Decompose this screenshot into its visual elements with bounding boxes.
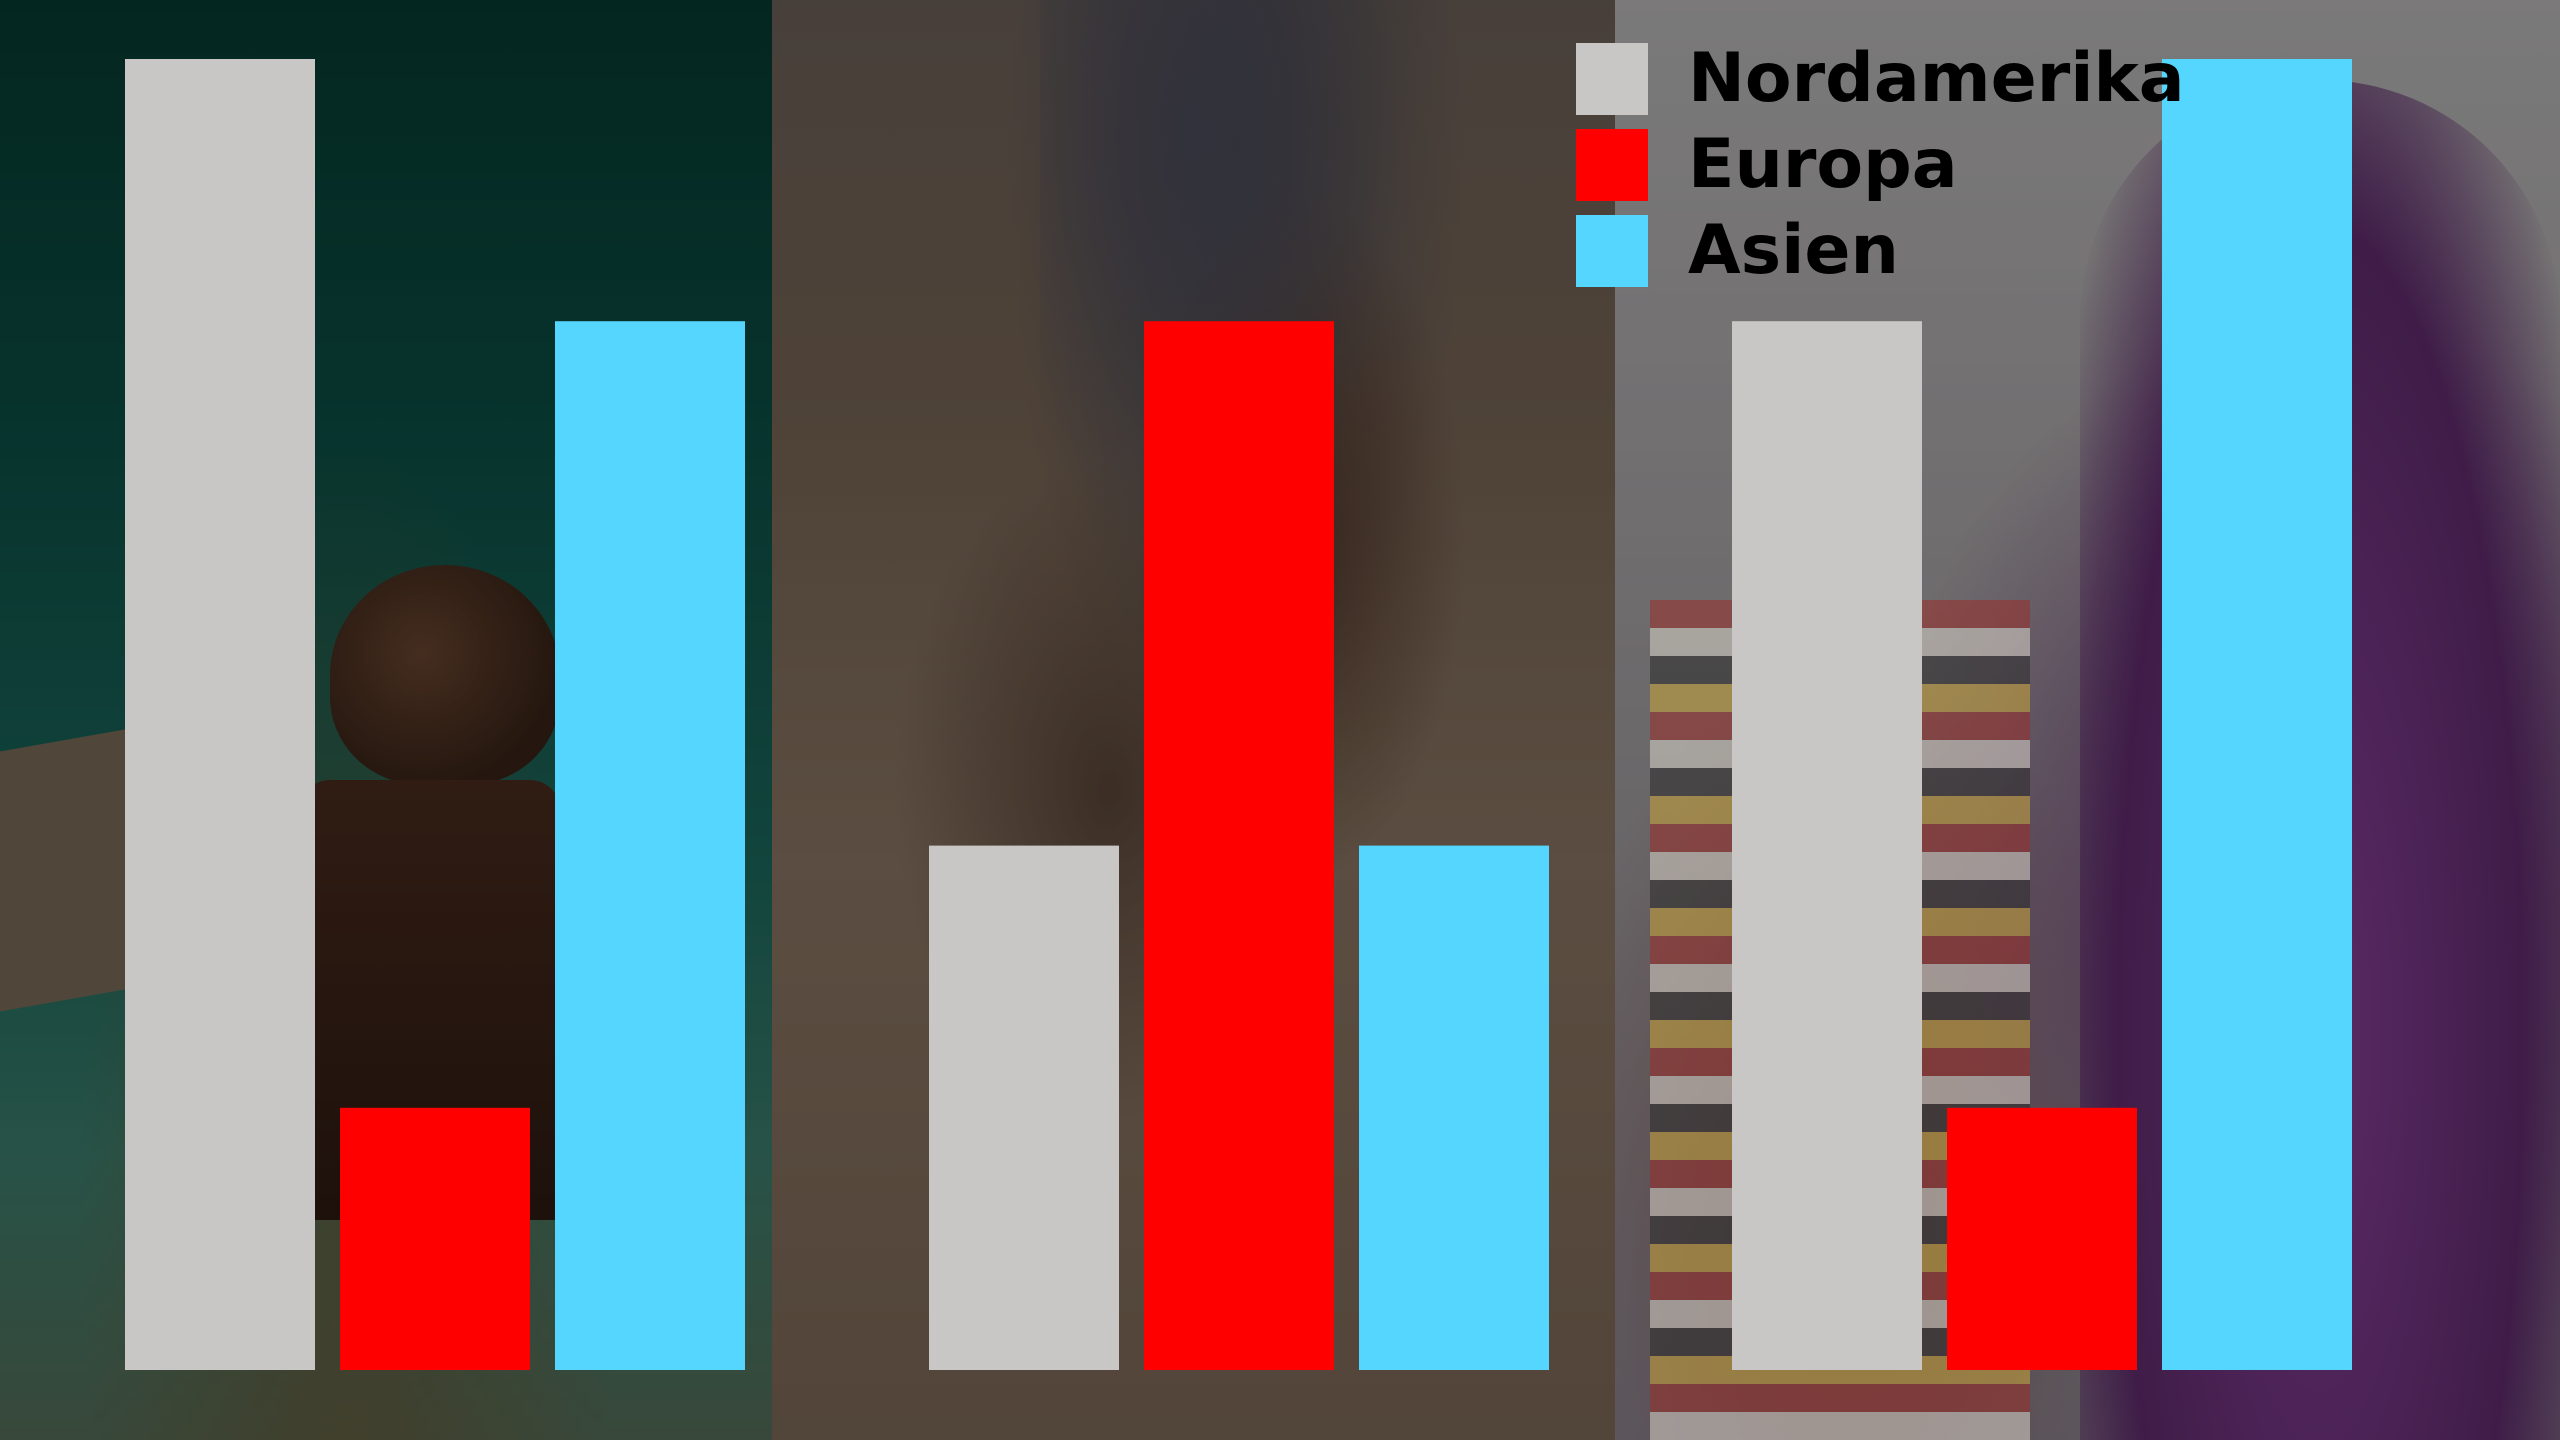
legend-label: Nordamerika: [1688, 39, 2185, 118]
legend-item-europa: Europa: [1576, 122, 2185, 208]
bar-nordamerika-2: [929, 845, 1119, 1370]
legend-swatch: [1576, 215, 1648, 287]
bar-nordamerika-1: [125, 59, 315, 1370]
bar-europa-3: [1947, 1107, 2137, 1370]
legend-label: Europa: [1688, 125, 1958, 204]
bar-europa-1: [340, 1107, 530, 1370]
bar-asien-2: [1359, 845, 1549, 1370]
bar-asien-3: [2162, 59, 2352, 1370]
bar-europa-2: [1144, 321, 1334, 1371]
chart-legend: Nordamerika Europa Asien: [1576, 36, 2185, 294]
pilot-head-shape: [330, 565, 560, 785]
legend-label: Asien: [1688, 211, 1899, 290]
legend-swatch: [1576, 129, 1648, 201]
legend-item-nordamerika: Nordamerika: [1576, 36, 2185, 122]
bar-asien-1: [555, 321, 745, 1371]
bar-nordamerika-3: [1732, 321, 1922, 1371]
legend-item-asien: Asien: [1576, 208, 2185, 294]
legend-swatch: [1576, 43, 1648, 115]
